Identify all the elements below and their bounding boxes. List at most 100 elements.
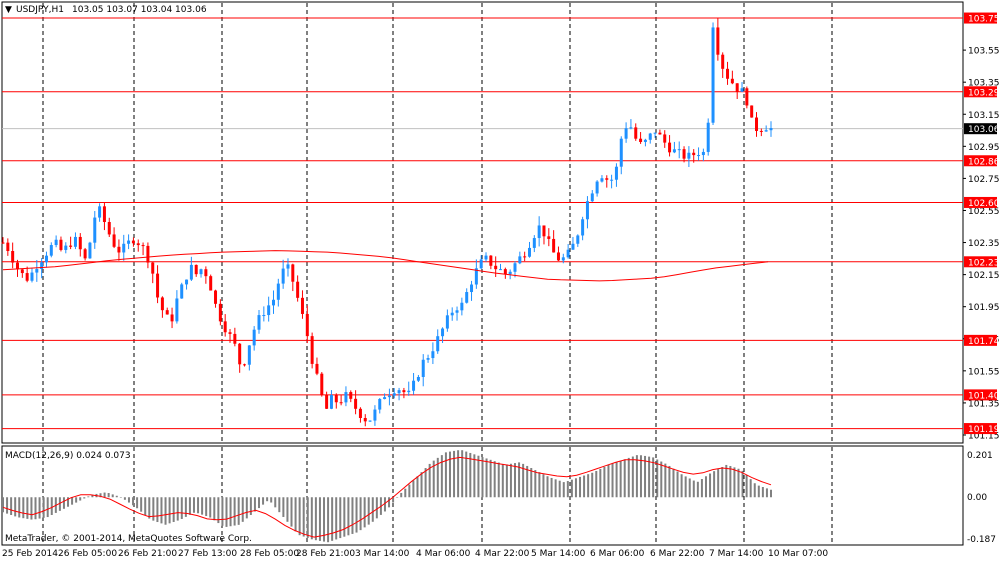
collapse-arrow-icon[interactable]: ▼ [5,5,12,15]
time-axis-label: 7 Mar 14:00 [709,549,764,559]
macd-bar [639,455,642,498]
candle [489,255,493,270]
candle-body [750,105,754,118]
candle-body [344,392,348,403]
level-tag-text: 103.75 [968,15,1000,25]
macd-bar [741,470,744,498]
level-tag-box [964,256,997,268]
candle-body [238,343,242,365]
macd-bar [765,488,768,498]
current-price-box [964,123,997,135]
candle-body [262,315,266,317]
candle-body [214,290,218,304]
macd-bar [436,457,439,498]
candle-body [499,269,503,271]
candle-body [513,263,517,272]
macd-bar [733,467,736,498]
macd-bar [136,497,139,509]
candle [151,261,155,284]
macd-bar [2,497,4,513]
candle [460,297,464,316]
macd-bar [351,497,354,534]
macd-bar [554,479,557,498]
macd-bar [339,497,342,539]
candle [474,259,478,289]
candle [329,390,333,410]
macd-bar [550,477,553,498]
macd-bar [14,497,17,517]
candle-body [706,122,710,152]
candle-body [692,152,696,156]
candle-body [102,206,106,223]
candle-body [769,128,773,131]
candle-body [556,252,560,261]
macd-bar [127,497,130,503]
time-axis-label: 28 Feb 21:00 [296,549,355,559]
macd-bar [26,497,29,519]
macd-bar [172,497,175,522]
level-tags: 103.75 103.29 102.86 102.60 102.23 101.74 101.… [964,12,1000,435]
candle [64,242,68,254]
macd-bar [132,497,135,506]
price-tick-label: 103.15 [968,111,1000,121]
macd-bar [327,497,330,543]
candle [547,228,551,247]
macd-bar [375,497,378,519]
candle [252,326,256,351]
macd-bar [538,472,541,498]
candle [576,234,580,247]
macd-bar [489,459,492,498]
candle [677,141,681,159]
candle-body [83,249,87,259]
level-tag-text: 101.19 [968,425,1000,435]
macd-bar [274,497,277,508]
price-tick-label: 101.55 [968,367,1000,377]
macd-bar [404,488,407,498]
candle [556,246,560,262]
candle-body [15,262,19,270]
macd-bar [688,478,691,498]
macd-bar [367,497,370,525]
candle [344,386,348,407]
candle [421,354,425,387]
candle-body [88,242,92,259]
candle [228,329,232,343]
candle-body [441,328,445,337]
macd-bar [123,497,126,500]
macd-bar [144,497,147,516]
macd-bar [505,464,508,498]
candle [682,146,686,163]
candle [668,135,672,157]
candle [286,258,290,277]
candle-body [131,240,135,244]
candle [672,141,676,154]
macd-bar [331,497,334,541]
price-tick-label: 103.35 [968,79,1000,89]
candle-body [465,292,469,303]
candle-body [576,235,580,244]
macd-bar [595,470,598,498]
candle [634,123,638,141]
macd-bar [619,460,622,498]
candle [78,233,82,257]
price-tick-label: 103.55 [968,47,1000,57]
macd-bar [266,497,269,502]
macd-bar [713,471,716,498]
candle [325,391,329,410]
candle [117,239,121,261]
candle-body [151,262,155,274]
candle-body [508,271,512,275]
current-price-tag: 103.06 [964,123,1000,135]
macd-bar [310,497,313,540]
macd-bar [664,463,667,498]
candle [431,342,435,365]
candle-body [35,269,39,273]
candle [267,296,271,322]
candle [358,407,362,423]
macd-signal-line [2,456,772,538]
macd-bar [579,476,582,498]
macd-bar [400,492,403,498]
macd-bar [87,496,90,498]
candle [726,61,730,85]
